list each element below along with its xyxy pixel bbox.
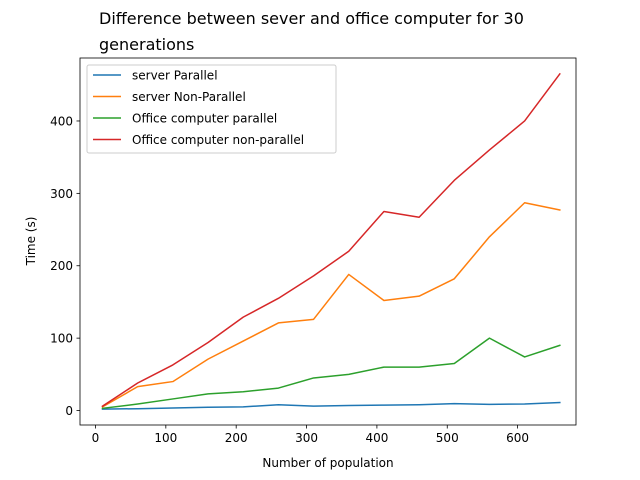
legend-box <box>86 64 337 154</box>
legend-label-4: Office computer non-parallel <box>132 133 304 147</box>
y-axis: 0 100 200 300 400 <box>50 114 80 418</box>
legend-label-2: server Non-Parallel <box>132 90 246 104</box>
x-tick-label: 300 <box>295 431 318 445</box>
y-tick-label: 0 <box>65 404 73 418</box>
x-tick-label: 0 <box>92 431 100 445</box>
y-tick-label: 100 <box>50 332 73 346</box>
plot-frame <box>79 57 577 426</box>
y-tick-label: 200 <box>50 259 73 273</box>
series-line-4 <box>101 72 561 408</box>
x-tick-label: 200 <box>225 431 248 445</box>
y-axis-label: Time (s) <box>24 217 38 267</box>
legend: server Parallel server Non-Parallel Office… <box>86 64 337 154</box>
series-layer <box>101 72 561 410</box>
legend-label-1: server Parallel <box>132 69 218 83</box>
series-line-1 <box>101 401 561 410</box>
x-tick-label: 500 <box>436 431 459 445</box>
legend-label-3: Office computer parallel <box>132 112 277 126</box>
y-tick-label: 300 <box>50 187 73 201</box>
x-tick-label: 100 <box>154 431 177 445</box>
chart-title: Difference between sever and office comp… <box>99 9 524 54</box>
series-line-2 <box>101 202 561 408</box>
series-line-3 <box>101 337 561 410</box>
y-tick-label: 400 <box>50 114 73 128</box>
x-axis: 0 100 200 300 400 500 600 <box>92 425 529 445</box>
x-tick-label: 400 <box>365 431 388 445</box>
x-tick-label: 600 <box>506 431 529 445</box>
x-axis-label: Number of population <box>262 456 393 470</box>
